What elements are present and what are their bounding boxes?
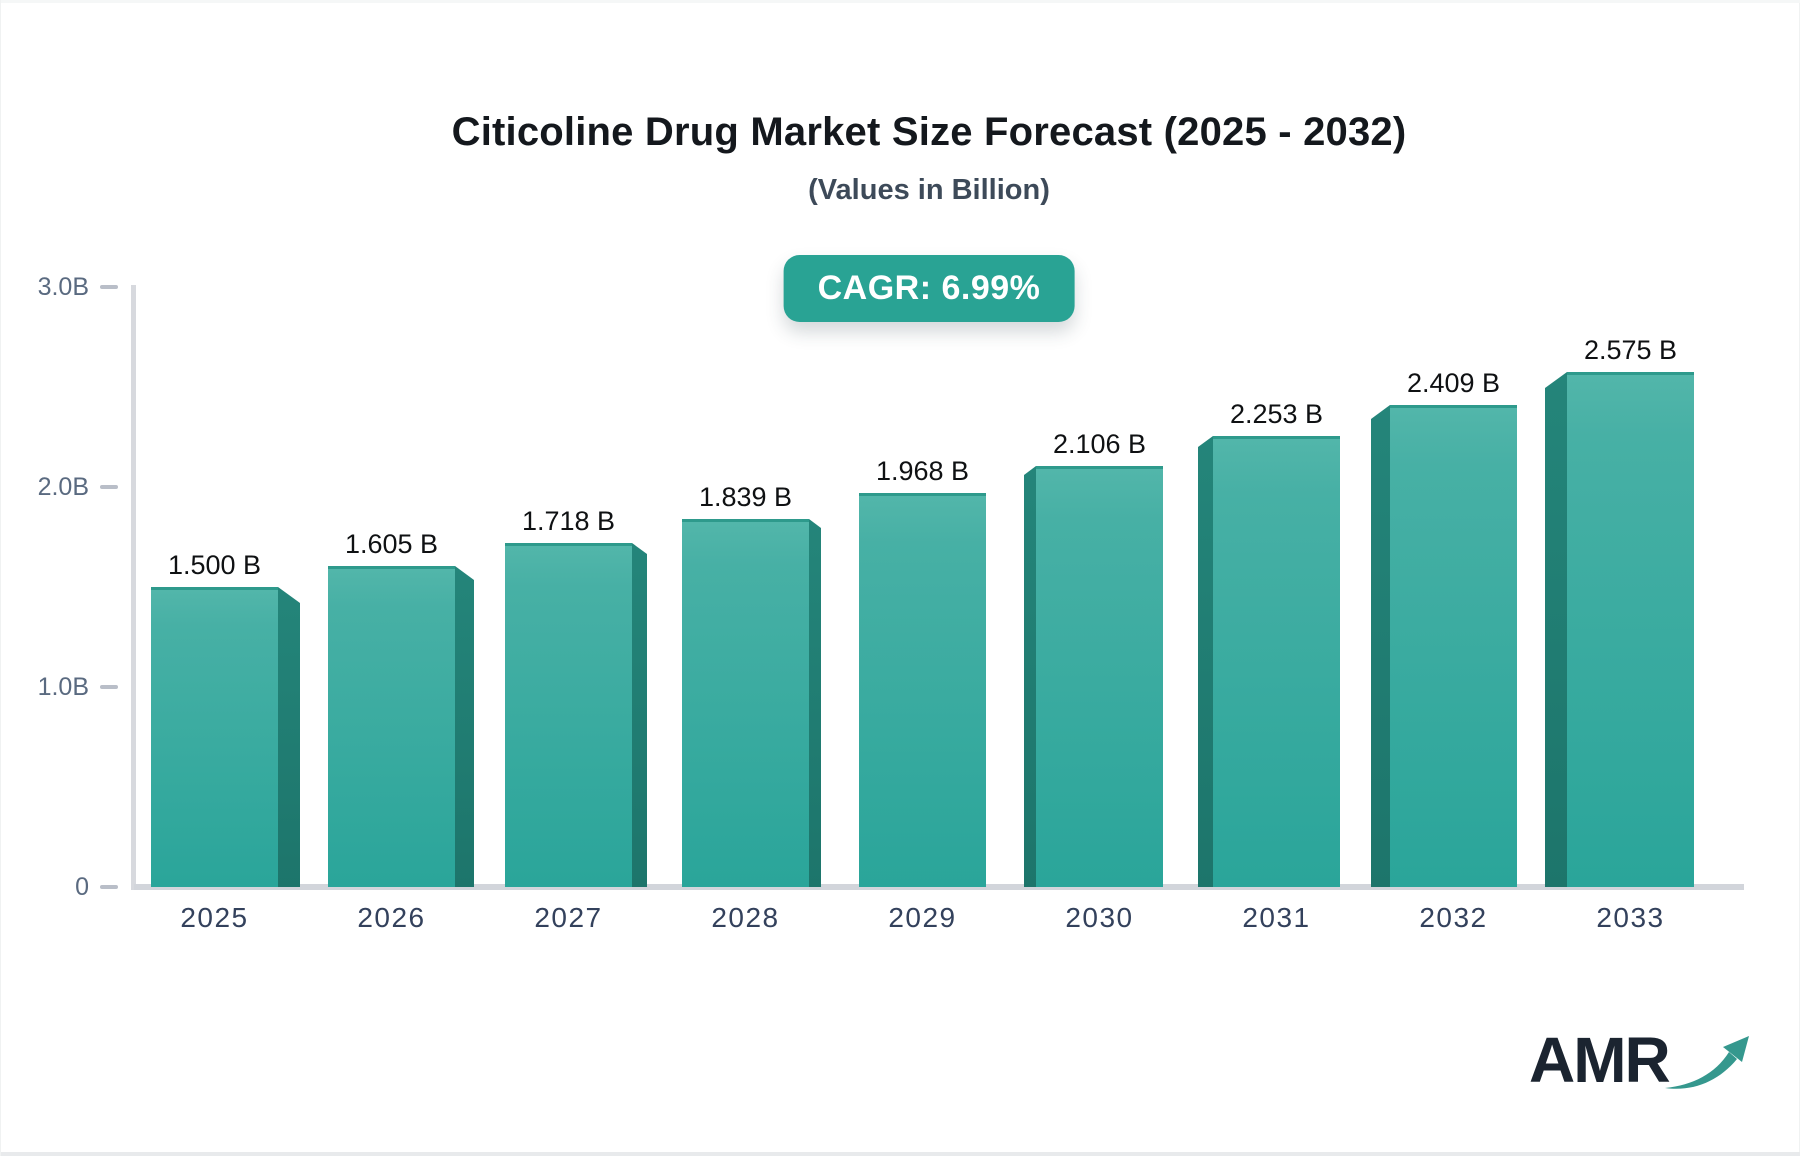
y-tick-label-1.0B: 1.0B xyxy=(37,673,89,701)
x-tick-label-2030: 2030 xyxy=(1065,902,1134,933)
bar-value-label-2031: 2.253 B xyxy=(1229,399,1324,429)
x-tick-label-2032: 2032 xyxy=(1419,902,1488,933)
x-axis-line xyxy=(134,884,1744,890)
bar-value-label-2027: 1.718 B xyxy=(521,506,616,536)
bar-side-2031 xyxy=(1198,436,1213,887)
y-tick-mark-1.0B xyxy=(100,685,118,689)
bar-2029 xyxy=(859,493,986,887)
y-tick-label-2.0B: 2.0B xyxy=(37,473,89,501)
x-tick-label-2025: 2025 xyxy=(180,902,249,933)
x-tick-label-2029: 2029 xyxy=(888,902,957,933)
bar-2025 xyxy=(151,587,278,887)
logo-text: AMR xyxy=(1529,1024,1671,1096)
bar-2027 xyxy=(505,543,632,887)
bar-side-2027 xyxy=(632,543,647,887)
logo: AMR xyxy=(1529,1028,1755,1096)
bar-value-label-2025: 1.500 B xyxy=(167,550,262,580)
x-tick-label-2027: 2027 xyxy=(534,902,603,933)
chart-subtitle: (Values in Billion) xyxy=(808,174,1050,206)
y-axis-line xyxy=(131,285,136,890)
bar-side-2025 xyxy=(278,587,300,887)
x-tick-label-2033: 2033 xyxy=(1596,902,1665,933)
trend-arrow-icon xyxy=(1664,1036,1749,1089)
bar-side-2028 xyxy=(809,519,821,887)
bar-2026 xyxy=(328,566,455,887)
y-tick-mark-0 xyxy=(100,885,118,889)
bar-value-label-2026: 1.605 B xyxy=(344,529,439,559)
bar-2028 xyxy=(682,519,809,887)
bar-value-label-2028: 1.839 B xyxy=(698,482,793,512)
bar-2031 xyxy=(1213,436,1340,887)
bar-2032 xyxy=(1390,405,1517,887)
bar-2030 xyxy=(1036,466,1163,887)
chart-title: Citicoline Drug Market Size Forecast (20… xyxy=(451,110,1407,154)
bar-value-label-2033: 2.575 B xyxy=(1583,335,1678,365)
x-tick-label-2026: 2026 xyxy=(357,902,426,933)
cagr-badge-label: CAGR: 6.99% xyxy=(817,269,1041,307)
y-tick-mark-3.0B xyxy=(100,285,118,289)
bar-2033 xyxy=(1567,372,1694,887)
top-edge-strip xyxy=(1,0,1800,3)
bar-value-label-2029: 1.968 B xyxy=(875,456,970,486)
bottom-edge-strip xyxy=(1,1152,1800,1156)
bar-side-2026 xyxy=(455,566,474,887)
bar-value-label-2032: 2.409 B xyxy=(1406,368,1501,398)
y-tick-label-3.0B: 3.0B xyxy=(37,273,89,301)
x-tick-label-2028: 2028 xyxy=(711,902,780,933)
y-tick-mark-2.0B xyxy=(100,485,118,489)
bar-value-label-2030: 2.106 B xyxy=(1052,429,1147,459)
bar-side-2030 xyxy=(1024,466,1036,887)
bar-side-2032 xyxy=(1371,405,1390,887)
bar-side-2033 xyxy=(1545,372,1567,887)
cagr-badge: CAGR: 6.99% xyxy=(783,255,1075,322)
y-tick-label-0: 0 xyxy=(75,873,89,901)
x-tick-label-2031: 2031 xyxy=(1242,902,1311,933)
